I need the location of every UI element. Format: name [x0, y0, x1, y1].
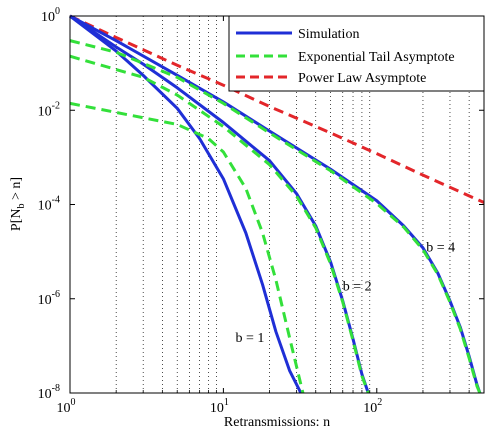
legend-label-power-law: Power Law Asymptote: [298, 71, 426, 86]
legend: Simulation Exponential Tail Asymptote Po…: [228, 15, 485, 92]
curve-label: b = 4: [426, 241, 455, 256]
y-axis-label: P[Nb > n]: [9, 177, 27, 231]
y-tick-label-exponent: -4: [52, 195, 60, 206]
x-grid: [115, 16, 470, 393]
y-axis-label-subscript: b: [16, 204, 27, 209]
x-axis-label: Retransmissions: n: [224, 415, 330, 430]
exponential-curve: [69, 54, 370, 394]
x-tick-label: 100: [57, 397, 76, 416]
x-tick-label-base: 10: [363, 401, 377, 416]
y-tick-label-base: 10: [38, 104, 52, 119]
series-layer: [69, 14, 485, 394]
exponential-curve: [69, 39, 482, 394]
y-axis-label-tail: > n]: [9, 177, 24, 204]
y-tick-label-exponent: 0: [55, 6, 60, 17]
y-tick-label-base: 10: [38, 387, 52, 402]
x-tick-label-exponent: 0: [71, 397, 76, 408]
curve-label: b = 1: [236, 331, 265, 346]
y-tick-label-base: 10: [38, 293, 52, 308]
curve-label: b = 2: [343, 279, 372, 294]
legend-label-simulation: Simulation: [298, 27, 359, 42]
y-tick-label-exponent: -8: [52, 383, 60, 394]
y-tick-label: 10-4: [38, 195, 60, 214]
simulation-curve: [69, 14, 370, 394]
x-tick-label-exponent: 2: [377, 397, 382, 408]
y-tick-label-exponent: -6: [52, 289, 60, 300]
y-tick-label: 100: [41, 6, 60, 25]
y-tick-label: 10-2: [38, 100, 60, 119]
y-axis-label-main: P[N: [9, 209, 24, 232]
y-tick-label-base: 10: [38, 199, 52, 214]
y-tick-label: 10-6: [38, 289, 60, 308]
curve-annotations: b = 1 b = 2 b = 4: [236, 241, 456, 347]
x-tick-label-base: 10: [210, 401, 224, 416]
y-tick-label-exponent: -2: [52, 100, 60, 111]
legend-label-exponential: Exponential Tail Asymptote: [298, 50, 455, 65]
x-tick-label-base: 10: [57, 401, 71, 416]
power-curve: [69, 14, 485, 204]
exponential-curve: [69, 101, 305, 394]
x-tick-label: 102: [363, 397, 382, 416]
x-tick-label-exponent: 1: [224, 397, 229, 408]
y-tick-label: 10-8: [38, 383, 60, 402]
simulation-curve: [69, 14, 303, 394]
y-tick-label-base: 10: [41, 10, 55, 25]
x-tick-label: 101: [210, 397, 229, 416]
